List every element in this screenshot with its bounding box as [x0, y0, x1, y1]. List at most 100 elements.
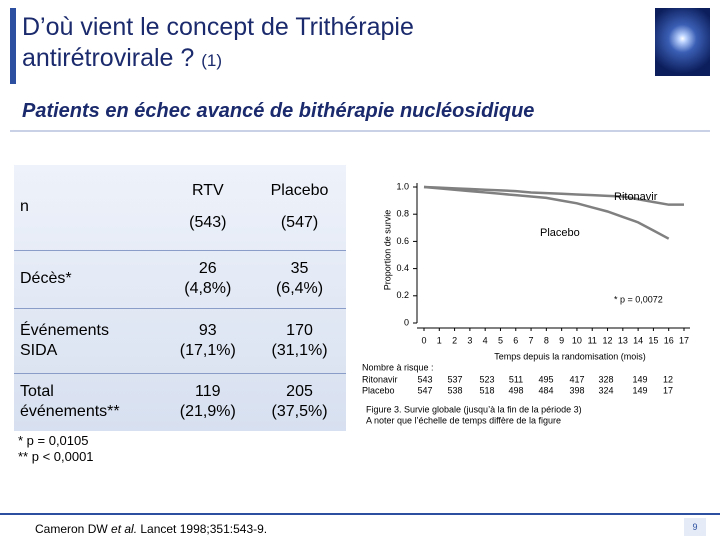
- table-row: Total événements** 119 (21,9%) 205 (37,5%): [14, 372, 346, 431]
- cell-line: 170: [286, 321, 313, 339]
- y-tick-label: 0.2: [396, 290, 409, 300]
- cell-line: 93: [198, 321, 217, 339]
- series-line: [423, 185, 670, 240]
- risk-value: 498: [508, 385, 523, 395]
- caption: A noter que l’échelle de temps diffère d…: [366, 415, 561, 425]
- footnotes: * p = 0,0105 ** p < 0,0001: [18, 433, 94, 465]
- cell-line: n: [20, 198, 29, 216]
- risk-value: 511: [509, 374, 523, 384]
- table-cell: Placebo (547): [253, 165, 346, 250]
- risk-value: 149: [632, 385, 647, 395]
- x-tick-label: 5: [498, 335, 503, 345]
- title-text: antirétrovirale ?: [22, 44, 195, 72]
- x-tick-label: 3: [467, 335, 472, 345]
- cell-line: (547): [280, 214, 319, 232]
- ref-text: Lancet 1998;351:543-9.: [137, 522, 268, 536]
- title-note: (1): [201, 51, 223, 70]
- x-tick-label: 14: [633, 335, 643, 345]
- risk-value: 328: [598, 374, 613, 384]
- y-tick-label: 0.6: [396, 236, 409, 246]
- table-cell: 26 (4,8%): [162, 249, 254, 308]
- risk-value: 398: [569, 385, 584, 395]
- y-tick-label: 0.8: [396, 209, 409, 219]
- footnote: ** p < 0,0001: [18, 449, 94, 464]
- table-row: Décès* 26 (4,8%) 35 (6,4%): [14, 249, 346, 308]
- table-cell: 170 (31,1%): [253, 307, 346, 373]
- risk-name: Placebo: [362, 385, 395, 395]
- risk-value: 543: [417, 374, 432, 384]
- caption: Figure 3. Survie globale (jusqu’à la fin…: [366, 404, 582, 414]
- cell-line: Placebo: [270, 182, 329, 200]
- footnote: * p = 0,0105: [18, 433, 89, 448]
- y-axis-label: Proportion de survie: [382, 210, 392, 291]
- table-row: Événements SIDA 93 (17,1%) 170 (31,1%): [14, 307, 346, 373]
- cell-line: 35: [290, 260, 309, 277]
- risk-value: 12: [663, 374, 673, 384]
- cell-line: (37,5%): [271, 403, 328, 421]
- x-tick-label: 0: [421, 335, 426, 345]
- risk-value: 149: [632, 374, 647, 384]
- y-tick-label: 0.4: [396, 263, 409, 273]
- risk-value: 324: [598, 385, 613, 395]
- cell-line: Décès*: [20, 270, 72, 287]
- risk-title: Nombre à risque :: [362, 362, 434, 372]
- x-tick-label: 7: [529, 335, 534, 345]
- cell-line: RTV: [191, 182, 224, 200]
- risk-value: 538: [447, 385, 462, 395]
- title: D’où vient le concept de Trithérapie ant…: [22, 12, 414, 76]
- cell-line: 205: [286, 383, 313, 401]
- risk-value: 484: [538, 385, 553, 395]
- x-tick-label: 13: [618, 335, 628, 345]
- x-tick-label: 8: [544, 335, 549, 345]
- table-cell: Événements SIDA: [14, 307, 163, 373]
- logo: [655, 8, 710, 76]
- ref-text: Cameron DW: [35, 522, 112, 536]
- y-tick-label: 0: [404, 317, 409, 327]
- cell-line: Total: [20, 383, 54, 401]
- x-tick-label: 6: [513, 335, 518, 345]
- risk-name: Ritonavir: [362, 374, 398, 384]
- risk-value: 547: [417, 385, 432, 395]
- x-tick-label: 12: [603, 335, 613, 345]
- x-tick-label: 4: [483, 335, 488, 345]
- table-cell: 93 (17,1%): [162, 307, 254, 373]
- series-line: [423, 185, 684, 206]
- title-line: antirétrovirale ? (1): [22, 43, 414, 76]
- rule: [10, 130, 710, 132]
- risk-value: 518: [479, 385, 494, 395]
- page-number: 9: [684, 518, 706, 536]
- table-row: n RTV (543) Placebo (547): [14, 165, 346, 250]
- table-cell: 119 (21,9%): [162, 372, 254, 431]
- table: n RTV (543) Placebo (547) Décès* 26 (4,8%) 35 (6,…: [14, 165, 346, 431]
- bottom-rule: [0, 513, 720, 515]
- legend-label: Ritonavir: [614, 191, 658, 203]
- cell-line: (4,8%): [184, 280, 232, 297]
- cell-line: 119: [195, 383, 221, 401]
- risk-value: 17: [663, 385, 673, 395]
- table-cell: 205 (37,5%): [253, 372, 346, 431]
- x-axis-label: Temps depuis la randomisation (mois): [494, 351, 646, 361]
- table-cell: Total événements**: [14, 372, 163, 431]
- annotation: * p = 0,0072: [614, 294, 663, 304]
- table-cell: n: [14, 165, 163, 250]
- x-tick-label: 10: [572, 335, 582, 345]
- x-tick-label: 16: [664, 335, 674, 345]
- ref-italic: et al.: [111, 522, 138, 536]
- cell-line: 26: [198, 260, 217, 277]
- cell-line: (17,1%): [179, 341, 236, 359]
- table-cell: RTV (543): [163, 165, 254, 250]
- accent-bar: [10, 8, 16, 84]
- cell-line: Événements: [20, 321, 109, 339]
- risk-value: 417: [569, 374, 584, 384]
- cell-line: événements**: [20, 403, 120, 421]
- x-tick-label: 1: [437, 335, 442, 345]
- x-tick-label: 15: [648, 335, 658, 345]
- risk-value: 537: [447, 374, 462, 384]
- reference: Cameron DW et al. Lancet 1998;351:543-9.: [35, 522, 267, 536]
- legend-label: Placebo: [540, 227, 580, 239]
- table-cell: Décès*: [14, 249, 163, 308]
- y-tick-label: 1.0: [396, 181, 409, 191]
- table-cell: 35 (6,4%): [253, 249, 346, 308]
